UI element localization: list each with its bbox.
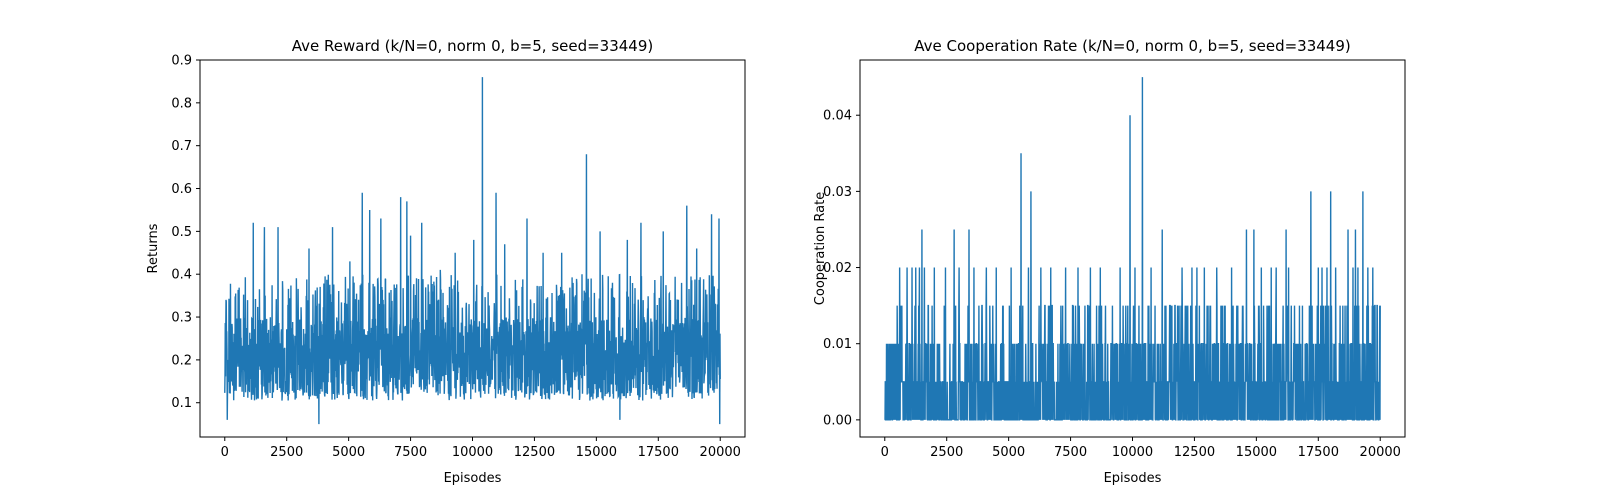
- reward-x-axis-label: Episodes: [444, 471, 502, 486]
- x-tick-label: 17500: [638, 445, 679, 460]
- x-tick-label: 20000: [700, 445, 741, 460]
- reward-series: [224, 77, 721, 425]
- x-tick-label: 7500: [1054, 445, 1087, 460]
- y-tick-label: 0.4: [171, 268, 192, 283]
- y-tick-label: 0.5: [171, 225, 192, 240]
- y-tick-label: 0.8: [171, 96, 192, 111]
- x-tick-label: 17500: [1298, 445, 1339, 460]
- x-tick-label: 7500: [394, 445, 427, 460]
- y-tick-label: 0.04: [823, 109, 852, 124]
- reward-y-axis-label: Returns: [146, 223, 161, 273]
- y-tick-label: 0.1: [171, 396, 192, 411]
- series-line: [884, 77, 1381, 421]
- x-tick-label: 0: [221, 445, 229, 460]
- x-tick-label: 0: [881, 445, 889, 460]
- y-tick-label: 0.7: [171, 139, 192, 154]
- reward-chart: Ave Reward (k/N=0, norm 0, b=5, seed=334…: [146, 37, 746, 486]
- series-line: [224, 77, 721, 425]
- x-tick-label: 12500: [1174, 445, 1215, 460]
- x-tick-label: 15000: [576, 445, 617, 460]
- y-tick-label: 0.01: [823, 337, 852, 352]
- y-tick-label: 0.3: [171, 311, 192, 326]
- y-tick-label: 0.03: [823, 185, 852, 200]
- cooperation-y-axis-label: Cooperation Rate: [813, 192, 828, 305]
- x-tick-label: 5000: [332, 445, 365, 460]
- x-tick-label: 20000: [1360, 445, 1401, 460]
- cooperation-chart-title: Ave Cooperation Rate (k/N=0, norm 0, b=5…: [914, 37, 1350, 55]
- cooperation-chart: Ave Cooperation Rate (k/N=0, norm 0, b=5…: [813, 37, 1406, 486]
- x-tick-label: 2500: [930, 445, 963, 460]
- x-tick-label: 10000: [1112, 445, 1153, 460]
- y-tick-label: 0.02: [823, 261, 852, 276]
- reward-y-ticks: 0.1 0.2 0.3 0.4 0.5 0.6 0.7 0.8 0.9: [171, 54, 200, 411]
- y-tick-label: 0.00: [823, 413, 852, 428]
- y-tick-label: 0.6: [171, 182, 192, 197]
- reward-chart-title: Ave Reward (k/N=0, norm 0, b=5, seed=334…: [292, 37, 654, 55]
- cooperation-x-axis-label: Episodes: [1104, 471, 1162, 486]
- cooperation-x-ticks: 0 2500 5000 7500 10000 12500 15000 17500 20000: [881, 437, 1401, 460]
- x-tick-label: 10000: [452, 445, 493, 460]
- cooperation-y-ticks: 0.00 0.01 0.02 0.03 0.04: [823, 109, 860, 428]
- x-tick-label: 15000: [1236, 445, 1277, 460]
- cooperation-series: [884, 77, 1381, 421]
- y-tick-label: 0.2: [171, 353, 192, 368]
- x-tick-label: 2500: [270, 445, 303, 460]
- reward-x-ticks: 0 2500 5000 7500 10000 12500 15000 17500 20000: [221, 437, 741, 460]
- y-tick-label: 0.9: [171, 54, 192, 69]
- x-tick-label: 5000: [992, 445, 1025, 460]
- x-tick-label: 12500: [514, 445, 555, 460]
